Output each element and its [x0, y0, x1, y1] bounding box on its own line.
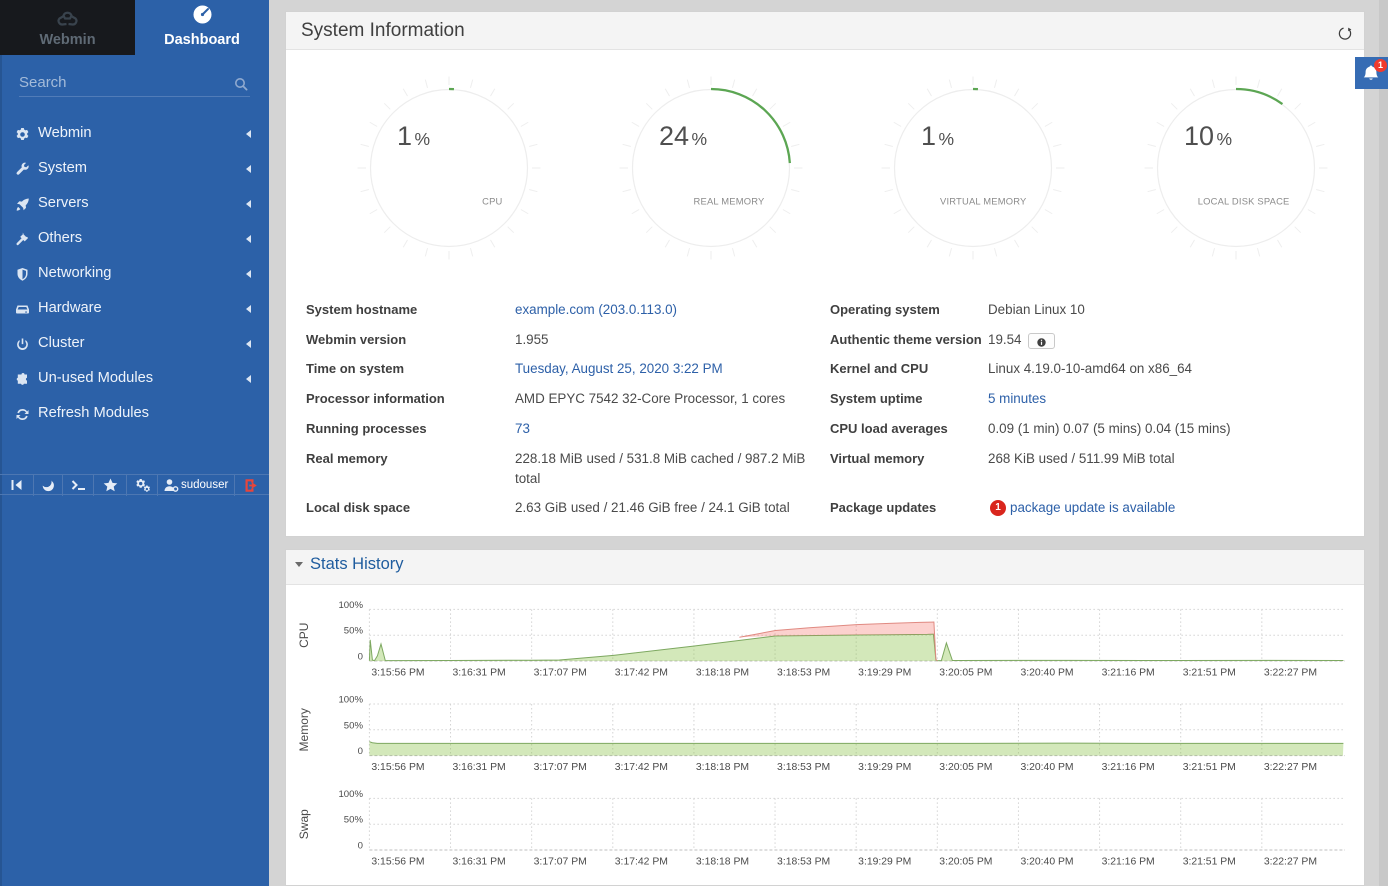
svg-text:3:22:27 PM: 3:22:27 PM	[1264, 668, 1317, 679]
svg-text:3:15:56 PM: 3:15:56 PM	[371, 857, 424, 868]
svg-text:3:18:53 PM: 3:18:53 PM	[777, 762, 830, 773]
svg-text:3:17:42 PM: 3:17:42 PM	[615, 857, 668, 868]
svg-text:3:15:56 PM: 3:15:56 PM	[371, 762, 424, 773]
svg-text:50%: 50%	[344, 720, 364, 731]
svg-text:3:21:51 PM: 3:21:51 PM	[1183, 762, 1236, 773]
svg-text:3:16:31 PM: 3:16:31 PM	[453, 668, 506, 679]
svg-text:0: 0	[358, 652, 363, 663]
svg-text:3:22:27 PM: 3:22:27 PM	[1264, 762, 1317, 773]
svg-text:3:20:40 PM: 3:20:40 PM	[1020, 857, 1073, 868]
svg-text:3:17:07 PM: 3:17:07 PM	[534, 762, 587, 773]
svg-text:3:20:05 PM: 3:20:05 PM	[939, 668, 992, 679]
svg-text:50%: 50%	[344, 626, 364, 637]
svg-text:3:18:18 PM: 3:18:18 PM	[696, 668, 749, 679]
svg-text:3:18:18 PM: 3:18:18 PM	[696, 762, 749, 773]
svg-text:3:21:16 PM: 3:21:16 PM	[1102, 857, 1155, 868]
svg-text:3:17:42 PM: 3:17:42 PM	[615, 762, 668, 773]
svg-text:0: 0	[358, 746, 363, 757]
svg-text:3:15:56 PM: 3:15:56 PM	[371, 668, 424, 679]
svg-text:Swap: Swap	[297, 809, 311, 839]
svg-text:CPU: CPU	[482, 196, 502, 207]
svg-text:10%: 10%	[1184, 121, 1232, 151]
svg-text:3:16:31 PM: 3:16:31 PM	[453, 762, 506, 773]
svg-text:3:16:31 PM: 3:16:31 PM	[453, 857, 506, 868]
svg-text:3:21:51 PM: 3:21:51 PM	[1183, 857, 1236, 868]
svg-text:3:21:16 PM: 3:21:16 PM	[1102, 762, 1155, 773]
svg-text:3:19:29 PM: 3:19:29 PM	[858, 668, 911, 679]
svg-text:3:18:53 PM: 3:18:53 PM	[777, 857, 830, 868]
svg-text:3:19:29 PM: 3:19:29 PM	[858, 857, 911, 868]
svg-text:3:21:51 PM: 3:21:51 PM	[1183, 668, 1236, 679]
svg-text:Memory: Memory	[297, 708, 311, 751]
svg-text:3:20:40 PM: 3:20:40 PM	[1020, 762, 1073, 773]
svg-text:REAL MEMORY: REAL MEMORY	[694, 196, 766, 207]
svg-text:3:21:16 PM: 3:21:16 PM	[1102, 668, 1155, 679]
svg-text:50%: 50%	[344, 815, 364, 826]
svg-text:3:18:18 PM: 3:18:18 PM	[696, 857, 749, 868]
svg-text:3:17:42 PM: 3:17:42 PM	[615, 668, 668, 679]
svg-text:3:22:27 PM: 3:22:27 PM	[1264, 857, 1317, 868]
svg-text:0: 0	[358, 841, 363, 852]
svg-text:3:18:53 PM: 3:18:53 PM	[777, 668, 830, 679]
svg-text:3:17:07 PM: 3:17:07 PM	[534, 857, 587, 868]
svg-text:LOCAL DISK SPACE: LOCAL DISK SPACE	[1198, 196, 1290, 207]
svg-text:3:17:07 PM: 3:17:07 PM	[534, 668, 587, 679]
svg-text:3:19:29 PM: 3:19:29 PM	[858, 762, 911, 773]
svg-text:100%: 100%	[338, 695, 363, 706]
svg-text:3:20:05 PM: 3:20:05 PM	[939, 762, 992, 773]
svg-text:VIRTUAL MEMORY: VIRTUAL MEMORY	[940, 196, 1027, 207]
svg-text:3:20:05 PM: 3:20:05 PM	[939, 857, 992, 868]
svg-text:100%: 100%	[338, 789, 363, 800]
svg-text:CPU: CPU	[297, 623, 311, 648]
svg-text:3:20:40 PM: 3:20:40 PM	[1020, 668, 1073, 679]
svg-text:100%: 100%	[338, 600, 363, 611]
